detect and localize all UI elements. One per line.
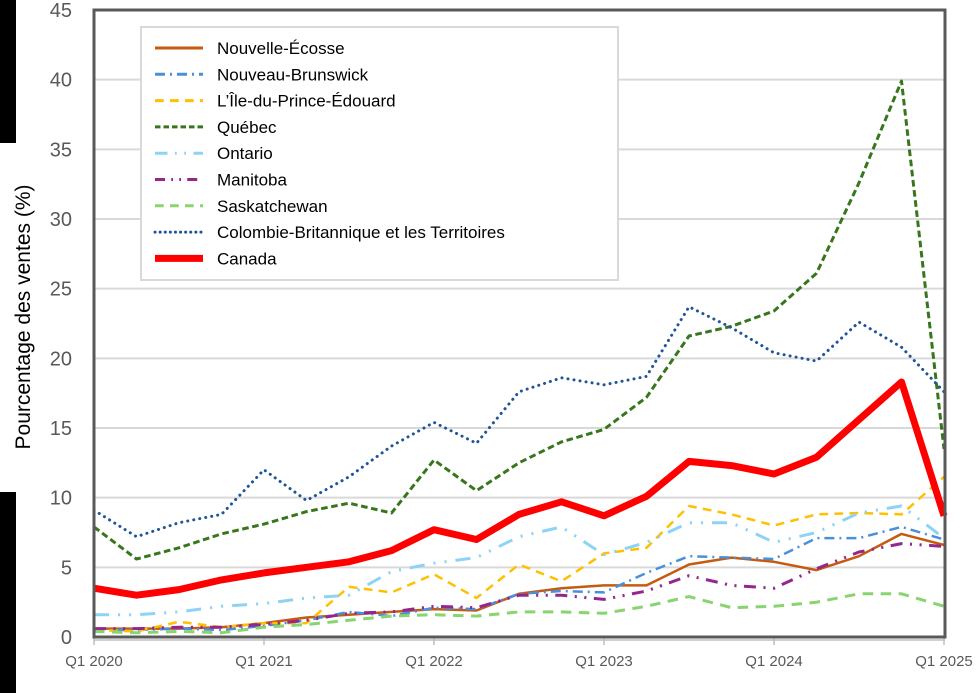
plot-frame	[92, 8, 947, 639]
series-line-4	[94, 504, 945, 617]
legend-label: Manitoba	[217, 171, 287, 190]
legend-label: Canada	[217, 249, 277, 268]
series-line-5	[94, 542, 945, 631]
y-tick-label: 20	[50, 348, 72, 370]
legend-box	[140, 26, 619, 281]
x-tick-label: Q1 2023	[575, 653, 633, 670]
y-tick-label: 5	[61, 557, 72, 579]
series-line-1	[94, 525, 945, 632]
y-tick-label: 25	[50, 279, 72, 301]
y-tick-label: 45	[50, 0, 72, 22]
x-tick-label: Q1 2021	[235, 653, 293, 670]
series-lines	[92, 79, 948, 635]
left-black-strip-bottom	[0, 492, 16, 693]
legend-label: Saskatchewan	[217, 197, 328, 216]
legend-label: Nouveau-Brunswick	[217, 65, 369, 84]
series-line-3	[93, 79, 946, 561]
y-tick-label: 30	[50, 209, 72, 231]
x-tick-label: Q1 2022	[405, 653, 463, 670]
series-line-7	[92, 305, 946, 539]
legend-label: Québec	[217, 118, 277, 137]
legend-label: Colombie-Britannique et les Territoires	[217, 223, 505, 242]
legend-label: Nouvelle-Écosse	[217, 39, 345, 58]
series-line-2	[93, 475, 945, 633]
y-axis-title-box	[0, 143, 48, 492]
y-axis-ticks: 0 5 10 15 20 25 30 35 40 45	[50, 0, 72, 649]
legend-label: Ontario	[217, 144, 273, 163]
x-axis-ticks: Q1 2020 Q1 2021 Q1 2022 Q1 2023 Q1 2024 Q1 20…	[65, 637, 973, 670]
y-tick-label: 0	[61, 627, 72, 649]
y-tick-label: 40	[50, 70, 72, 92]
y-tick-label: 15	[50, 418, 72, 440]
x-tick-label: Q1 2020	[65, 653, 123, 670]
x-tick-label: Q1 2025	[915, 653, 973, 670]
left-black-strip-top	[0, 0, 16, 143]
y-tick-label: 35	[50, 139, 72, 161]
legend: Nouvelle-Écosse Nouveau-Brunswick L’Île-du…	[140, 26, 619, 281]
series-line-8	[93, 378, 948, 599]
x-tick-label: Q1 2024	[745, 653, 803, 670]
legend-label: L’Île-du-Prince-Édouard	[217, 92, 396, 111]
y-tick-label: 10	[50, 488, 72, 510]
